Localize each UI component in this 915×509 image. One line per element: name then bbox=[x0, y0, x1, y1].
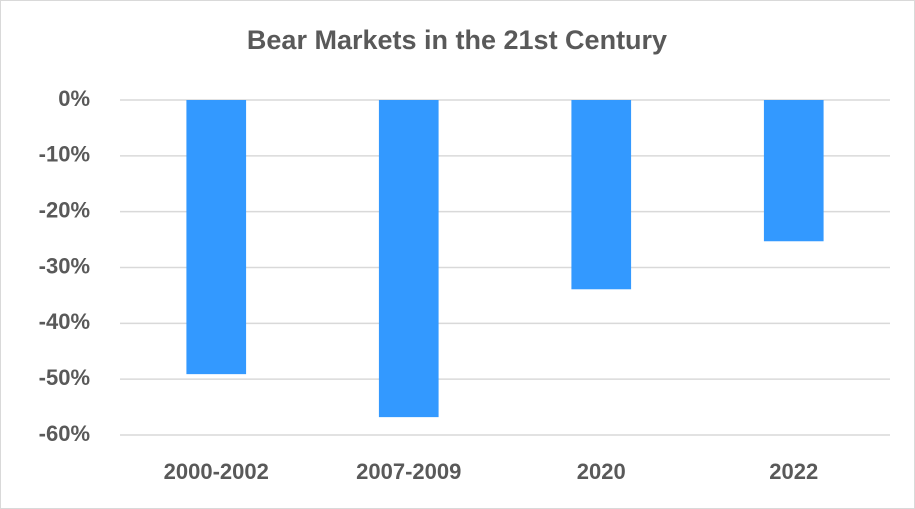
x-tick-label: 2022 bbox=[769, 459, 818, 484]
y-tick-label: -30% bbox=[39, 253, 90, 278]
y-tick-label: -60% bbox=[39, 421, 90, 446]
y-tick-label: -10% bbox=[39, 142, 90, 167]
bar bbox=[378, 100, 439, 418]
bar bbox=[571, 100, 632, 290]
x-tick-label: 2020 bbox=[577, 459, 626, 484]
chart-title: Bear Markets in the 21st Century bbox=[247, 25, 667, 55]
x-tick-label: 2000-2002 bbox=[164, 459, 269, 484]
y-tick-label: -40% bbox=[39, 309, 90, 334]
x-tick-label: 2007-2009 bbox=[356, 459, 461, 484]
y-tick-label: -20% bbox=[39, 197, 90, 222]
y-tick-label: 0% bbox=[58, 86, 90, 111]
y-tick-label: -50% bbox=[39, 365, 90, 390]
bar bbox=[186, 100, 247, 375]
bar bbox=[763, 100, 824, 242]
